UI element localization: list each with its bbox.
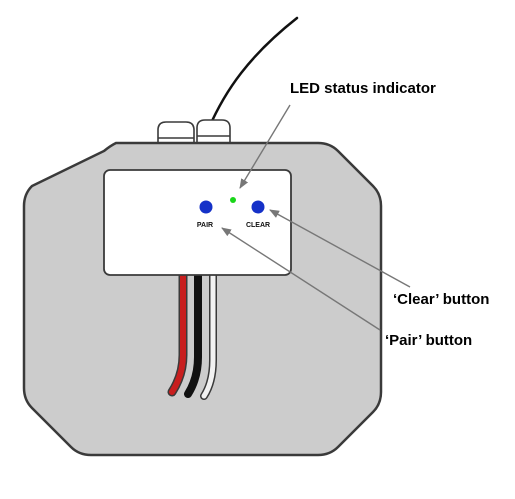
clear-button[interactable] (251, 200, 265, 214)
led-status-indicator (230, 197, 236, 203)
pair-button-label: PAIR (197, 222, 213, 229)
leader-led (239, 104, 291, 189)
wire-black (184, 271, 202, 398)
clear-button-label: CLEAR (246, 222, 270, 229)
callout-pair-button: ‘Pair’ button (385, 332, 472, 349)
pair-button[interactable] (199, 200, 213, 214)
wires (167, 270, 217, 400)
leader-pair (221, 227, 381, 331)
leader-clear (269, 209, 411, 288)
callout-led-status: LED status indicator (290, 80, 436, 97)
antenna-wire (206, 16, 299, 132)
callout-clear-button: ‘Clear’ button (393, 291, 489, 308)
control-panel (103, 169, 292, 276)
